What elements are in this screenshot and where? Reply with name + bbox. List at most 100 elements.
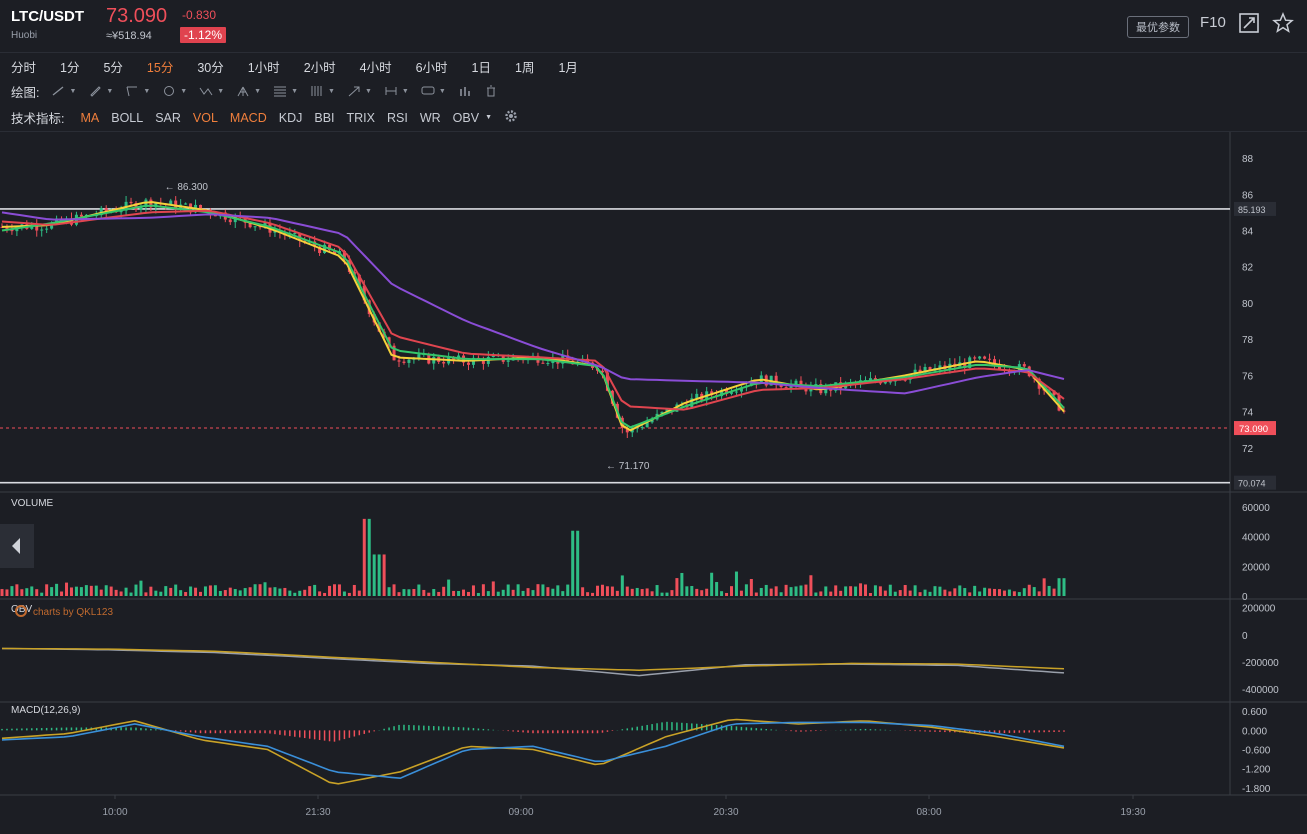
volume-bar [863,584,867,596]
comment-tool-icon[interactable]: ▼ [421,85,446,97]
candle-body [973,357,977,359]
time-tick: 19:30 [1120,807,1145,818]
timeframe-8[interactable]: 6小时 [415,60,448,75]
exchange-label: Huobi [11,30,38,41]
gann-tool-icon[interactable]: ▼ [310,85,335,97]
candle-body [40,229,44,231]
indicator-vol[interactable]: VOL [192,110,218,125]
volume-bar [308,586,312,596]
trash-icon[interactable] [484,85,498,97]
timeframe-9[interactable]: 1日 [471,60,491,75]
pitchfork-tool-icon[interactable]: ▼ [236,85,261,97]
f10-button[interactable]: F10 [1200,14,1226,31]
volume-bar [789,587,793,596]
volume-bar [596,585,600,596]
volume-bar [144,592,148,596]
candles [0,195,1066,439]
volume-bar [715,582,719,596]
indicator-bbi[interactable]: BBI [314,110,335,125]
timeframe-5[interactable]: 1小时 [247,60,280,75]
timeframe-2[interactable]: 5分 [103,60,123,75]
timeframe-1[interactable]: 1分 [60,60,80,75]
volume-bar [526,588,530,596]
chart-canvas[interactable]: 88 86 84 82 80 78 76 74 72 85.193 70.074 73.090 ← 86… [0,132,1307,829]
volume-bar [859,583,863,596]
timeframe-0[interactable]: 分时 [11,60,37,75]
indicator-obv[interactable]: OBV [452,110,480,125]
volume-bar [988,588,992,596]
indicator-boll[interactable]: BOLL [111,110,144,125]
volume-bar [804,584,808,596]
volume-bar [541,584,545,596]
candle-body [45,228,49,230]
timeframe-11[interactable]: 1月 [558,60,578,75]
candle-body [481,359,485,364]
best-params-button[interactable]: 最优参数 [1127,16,1189,38]
volume-bar [571,530,575,596]
volume-bar [700,590,704,596]
ray-tool-icon[interactable]: ▼ [125,85,150,97]
candle-body [983,356,987,359]
indicator-rsi[interactable]: RSI [387,110,408,125]
volume-bar [744,584,748,596]
circle-tool-icon[interactable]: ▼ [162,85,187,97]
line-tool-icon[interactable]: ▼ [51,85,76,97]
timeframe-3[interactable]: 15分 [146,60,174,75]
indicator-macd[interactable]: MACD [229,110,267,125]
timeframe-4[interactable]: 30分 [197,60,224,75]
symbol-label[interactable]: LTC/USDT [11,8,85,25]
candle-body [883,381,887,384]
chart-area[interactable]: 88 86 84 82 80 78 76 74 72 85.193 70.074 73.090 ← 86… [0,131,1307,829]
volume-bar [635,587,639,596]
fullscreen-icon[interactable] [1238,12,1262,36]
volume-bar [35,589,39,596]
volume-bar [615,590,619,596]
volume-bar [486,591,490,596]
collapse-panel-button[interactable] [0,524,34,568]
volume-bar [566,584,570,596]
volume-bar [1027,584,1031,596]
price-change: -0.830 [182,8,217,22]
volume-bar [799,585,803,596]
volume-bar [65,582,69,596]
volume-bar [908,590,912,596]
indicator-wr[interactable]: WR [419,110,441,125]
candle-body [397,360,401,362]
volume-bar [357,590,361,596]
range-tool-icon[interactable]: ▼ [384,85,409,97]
candle-body [690,398,694,408]
timeframe-bar: 分时 1分 5分 15分 30分 1小时 2小时 4小时 6小时 1日 1周 1月 [0,53,1307,79]
volume-bar [99,589,103,596]
volume-bar [943,589,947,596]
candle-body [506,360,510,362]
volume-bar [1007,589,1011,596]
star-icon[interactable] [1272,12,1296,36]
indicator-sar[interactable]: SAR [155,110,181,125]
indicator-ma[interactable]: MA [80,110,100,125]
candle-body [258,226,262,228]
candle-body [868,378,872,381]
timeframe-7[interactable]: 4小时 [359,60,392,75]
volume-bar [452,590,456,596]
volume-bar [278,588,282,596]
bar-tool-icon[interactable] [458,85,472,97]
volume-bar [670,590,674,596]
indicator-trix[interactable]: TRIX [346,110,375,125]
timeframe-10[interactable]: 1周 [515,60,535,75]
pen-tool-icon[interactable]: ▼ [88,85,113,97]
volume-bar [903,585,907,596]
candle-body [730,392,734,394]
candle-body [228,219,232,223]
volume-bar [1032,587,1036,596]
candle-body [938,365,942,369]
fib-tool-icon[interactable]: ▼ [273,85,298,97]
indicator-kdj[interactable]: KDJ [278,110,303,125]
candle-body [799,380,803,385]
pattern-tool-icon[interactable]: ▼ [199,85,224,97]
volume-bar [576,530,580,596]
arrow-tool-icon[interactable]: ▼ [347,85,372,97]
gear-icon[interactable] [504,109,518,126]
candle-body [293,232,297,234]
timeframe-6[interactable]: 2小时 [303,60,336,75]
obv-caret-icon[interactable]: ▼ [485,114,493,121]
